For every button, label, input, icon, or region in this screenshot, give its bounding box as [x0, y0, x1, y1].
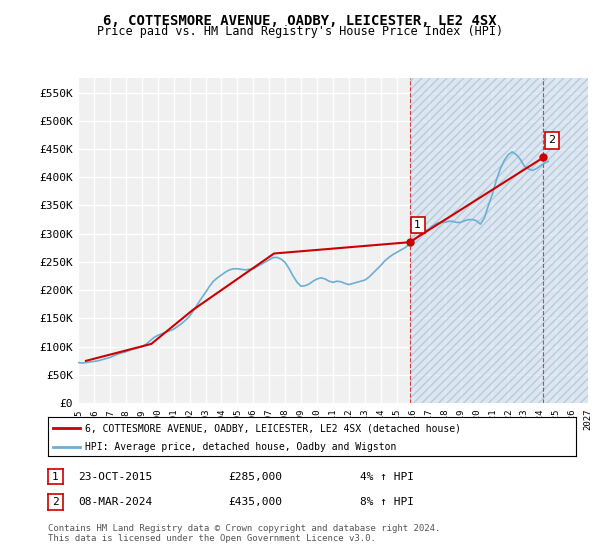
Text: £285,000: £285,000 — [228, 472, 282, 482]
Text: Price paid vs. HM Land Registry's House Price Index (HPI): Price paid vs. HM Land Registry's House … — [97, 25, 503, 38]
Text: 2: 2 — [52, 497, 59, 507]
Text: HPI: Average price, detached house, Oadby and Wigston: HPI: Average price, detached house, Oadb… — [85, 442, 397, 451]
Text: 4% ↑ HPI: 4% ↑ HPI — [360, 472, 414, 482]
Text: £435,000: £435,000 — [228, 497, 282, 507]
Text: 2: 2 — [548, 136, 555, 146]
Text: 1: 1 — [414, 220, 421, 230]
Text: 23-OCT-2015: 23-OCT-2015 — [78, 472, 152, 482]
Text: Contains HM Land Registry data © Crown copyright and database right 2024.
This d: Contains HM Land Registry data © Crown c… — [48, 524, 440, 543]
Bar — [409, 78, 588, 403]
Text: 6, COTTESMORE AVENUE, OADBY, LEICESTER, LE2 4SX (detached house): 6, COTTESMORE AVENUE, OADBY, LEICESTER, … — [85, 423, 461, 433]
Text: 1: 1 — [52, 472, 59, 482]
Text: 8% ↑ HPI: 8% ↑ HPI — [360, 497, 414, 507]
Text: 08-MAR-2024: 08-MAR-2024 — [78, 497, 152, 507]
Text: 6, COTTESMORE AVENUE, OADBY, LEICESTER, LE2 4SX: 6, COTTESMORE AVENUE, OADBY, LEICESTER, … — [103, 14, 497, 28]
